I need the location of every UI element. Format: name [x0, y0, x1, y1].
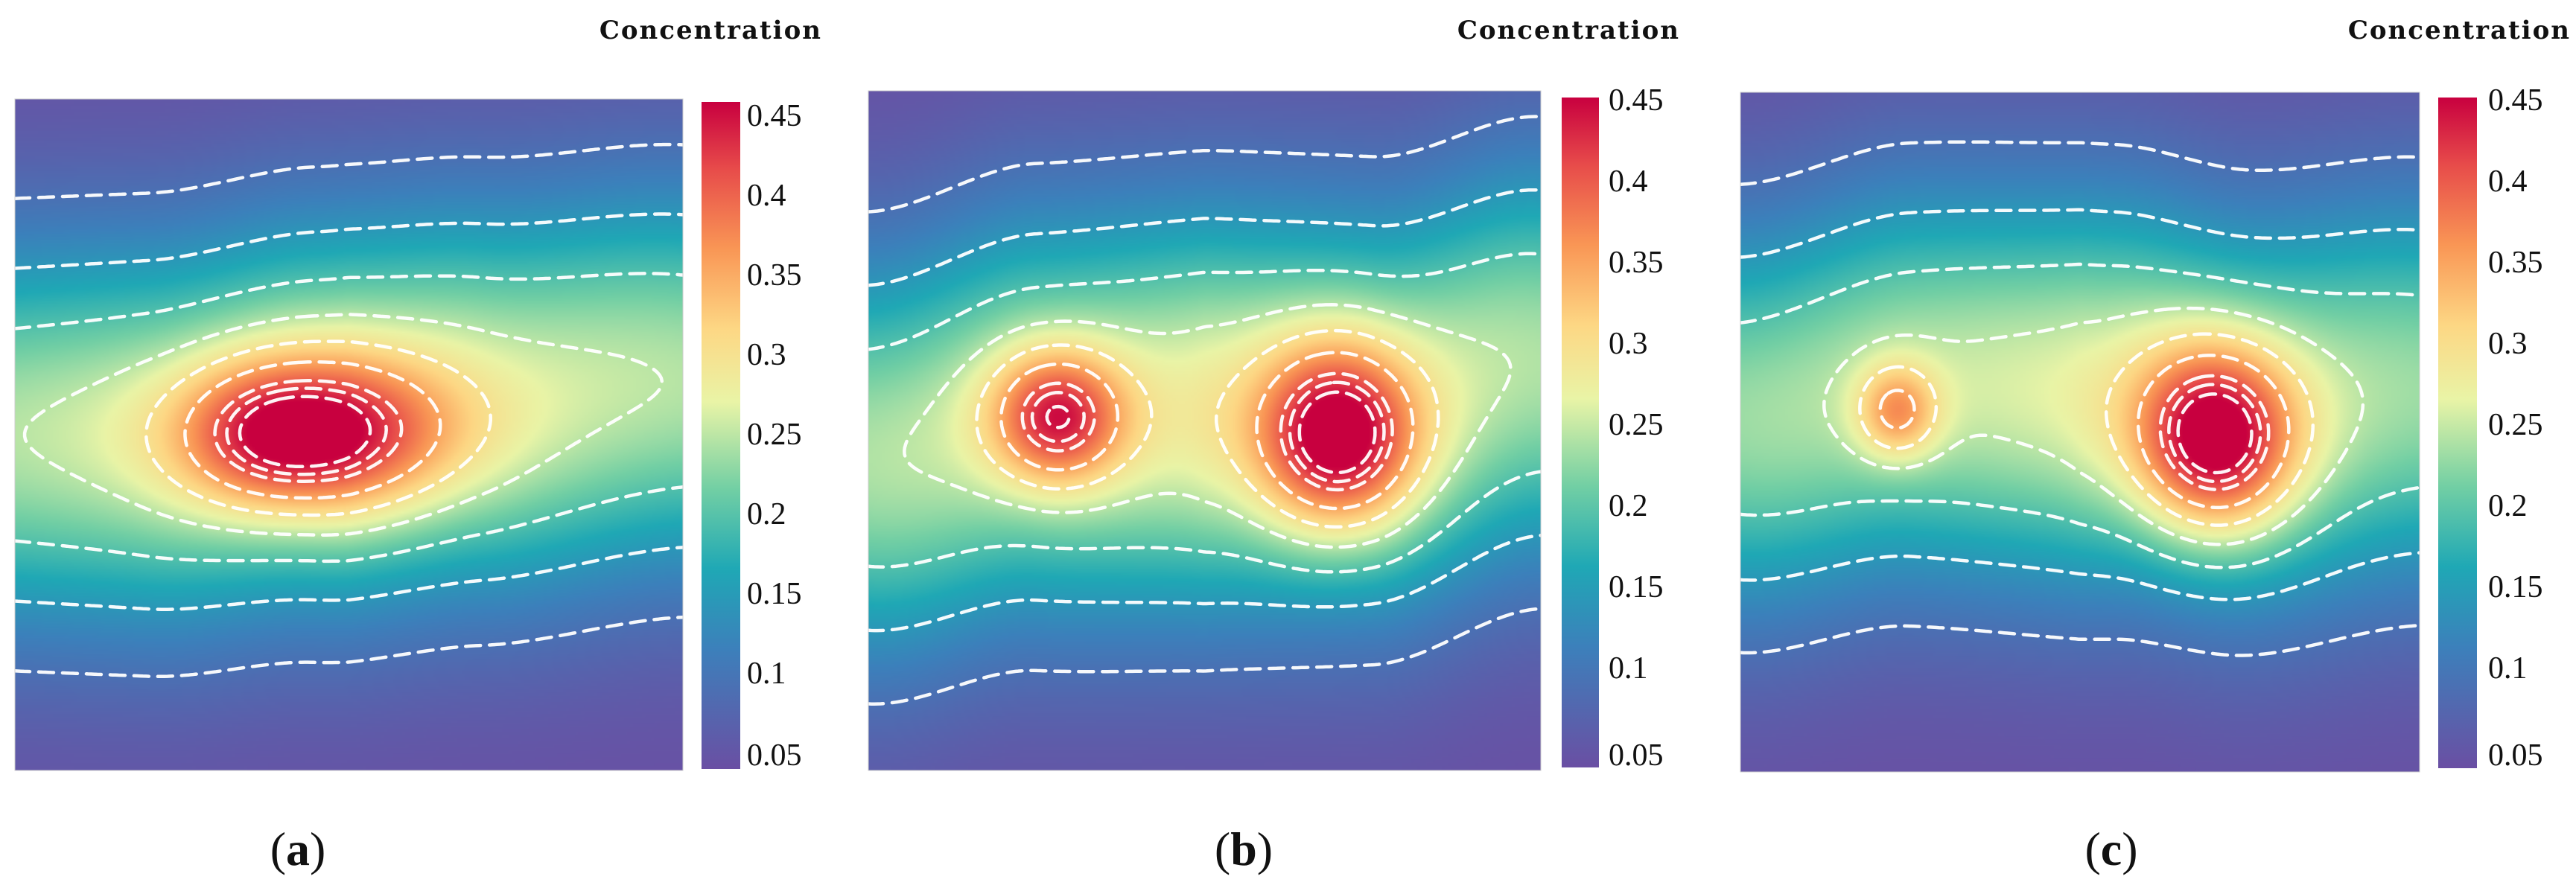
contour-line — [975, 343, 1154, 491]
contour-line — [2104, 332, 2315, 527]
contour-lines — [13, 142, 685, 679]
heatmap-raster — [1740, 92, 2420, 772]
contour-line — [22, 313, 664, 537]
contour-line — [1045, 404, 1071, 430]
contour-line — [866, 533, 1543, 633]
contour-line — [13, 142, 685, 200]
contour-line — [1738, 208, 2422, 259]
colorbar-tick-label: 0.45 — [747, 99, 802, 133]
contour-line — [238, 395, 372, 469]
colorbar-tick-label: 0.15 — [747, 577, 802, 611]
colorbar-tick-label: 0.35 — [1609, 246, 1664, 280]
colorbar: Concentration 0.45 0.4 0.35 0.3 0.25 0.2… — [1457, 16, 1680, 773]
contour-line — [1288, 380, 1386, 484]
contour-line — [1020, 381, 1096, 453]
colorbar-tick-label: 0.1 — [747, 657, 786, 691]
colorbar-tick-label: 0.05 — [1609, 738, 1664, 773]
contour-line — [1738, 262, 2422, 325]
colorbar-tick-label: 0.15 — [2488, 570, 2543, 604]
panel-b: Concentration 0.45 0.4 0.35 0.3 0.25 0.2… — [866, 16, 1680, 875]
contour-line — [1738, 485, 2422, 569]
colorbar-tick-label: 0.45 — [1609, 83, 1664, 118]
colorbar-tick-label: 0.15 — [1609, 570, 1664, 604]
panel-label: (b) — [1215, 823, 1273, 875]
contour-line — [1822, 306, 2365, 546]
contour-line — [1858, 365, 1939, 450]
heatmap-raster — [868, 91, 1541, 770]
contour-line — [1738, 624, 2422, 657]
colorbar: Concentration 0.45 0.4 0.35 0.3 0.25 0.2… — [2348, 16, 2571, 773]
contour-line — [903, 303, 1513, 549]
contour-line — [2158, 374, 2271, 491]
colorbar-tick-label: 0.1 — [2488, 651, 2528, 686]
colorbar-tick-label: 0.25 — [1609, 408, 1664, 442]
contour-line — [1214, 328, 1440, 529]
colorbar-fill — [702, 102, 740, 769]
contour-line — [13, 615, 685, 679]
contour-line — [866, 252, 1543, 351]
contour-line — [2136, 354, 2291, 510]
contour-line — [144, 339, 493, 517]
colorbar-tick-label: 0.35 — [2488, 246, 2543, 280]
contour-lines — [866, 115, 1543, 706]
contour-line — [13, 272, 685, 331]
colorbar-tick-label: 0.4 — [2488, 165, 2528, 199]
colorbar-tick-label: 0.2 — [2488, 489, 2528, 523]
panel-label: (a) — [270, 823, 326, 875]
contour-line — [866, 607, 1543, 706]
figure-root: Concentration 0.45 0.4 0.35 0.3 0.25 0.2… — [13, 16, 2571, 875]
colorbar-tick-label: 0.4 — [1609, 165, 1648, 199]
panel-a: Concentration 0.45 0.4 0.35 0.3 0.25 0.2… — [13, 16, 822, 875]
colorbar-tick-label: 0.3 — [747, 338, 786, 372]
contour-line — [866, 188, 1543, 287]
colorbar-tick-label: 0.45 — [2488, 83, 2543, 118]
colorbar-tick-label: 0.2 — [747, 497, 786, 531]
colorbar-tick-label: 0.05 — [2488, 738, 2543, 773]
contour-line — [866, 470, 1543, 574]
contour-line — [1297, 390, 1377, 475]
colorbar-title: Concentration — [600, 16, 822, 45]
colorbar-tick-label: 0.2 — [1609, 489, 1648, 523]
plot-frame — [1740, 92, 2420, 773]
colorbar-fill — [1562, 98, 1599, 767]
contour-line — [1030, 391, 1086, 444]
plot-frame — [14, 98, 684, 771]
contour-line — [183, 360, 442, 500]
contour-line — [2176, 392, 2254, 475]
colorbar-tick-label: 0.4 — [747, 179, 786, 213]
panel-label: (c) — [2084, 823, 2137, 875]
contour-line — [866, 115, 1543, 214]
contour-line — [225, 386, 388, 476]
contour-line — [1279, 371, 1394, 492]
colorbar-tick-label: 0.35 — [747, 258, 802, 293]
contour-line — [1255, 351, 1415, 511]
contour-line — [1738, 140, 2422, 186]
heatmap-raster — [15, 99, 683, 770]
colorbar-tick-label: 0.3 — [2488, 327, 2528, 361]
contour-line — [13, 485, 685, 563]
colorbar: Concentration 0.45 0.4 0.35 0.3 0.25 0.2… — [600, 16, 822, 773]
colorbar-tick-label: 0.1 — [1609, 651, 1648, 686]
colorbar-tick-label: 0.25 — [2488, 408, 2543, 442]
colorbar-fill — [2438, 98, 2477, 768]
contour-line — [13, 212, 685, 270]
plot-frame — [868, 90, 1542, 771]
contour-line — [1738, 551, 2422, 601]
contour-lines — [1738, 140, 2422, 657]
panel-c: Concentration 0.45 0.4 0.35 0.3 0.25 0.2… — [1738, 16, 2571, 875]
colorbar-tick-label: 0.05 — [747, 738, 802, 773]
colorbar-title: Concentration — [1457, 16, 1680, 45]
contour-line — [1878, 389, 1916, 430]
contour-line — [213, 379, 404, 483]
contour-line — [999, 362, 1120, 472]
contour-line — [2167, 383, 2262, 484]
colorbar-tick-label: 0.25 — [747, 418, 802, 452]
colorbar-title: Concentration — [2348, 16, 2571, 45]
colorbar-tick-label: 0.3 — [1609, 327, 1648, 361]
